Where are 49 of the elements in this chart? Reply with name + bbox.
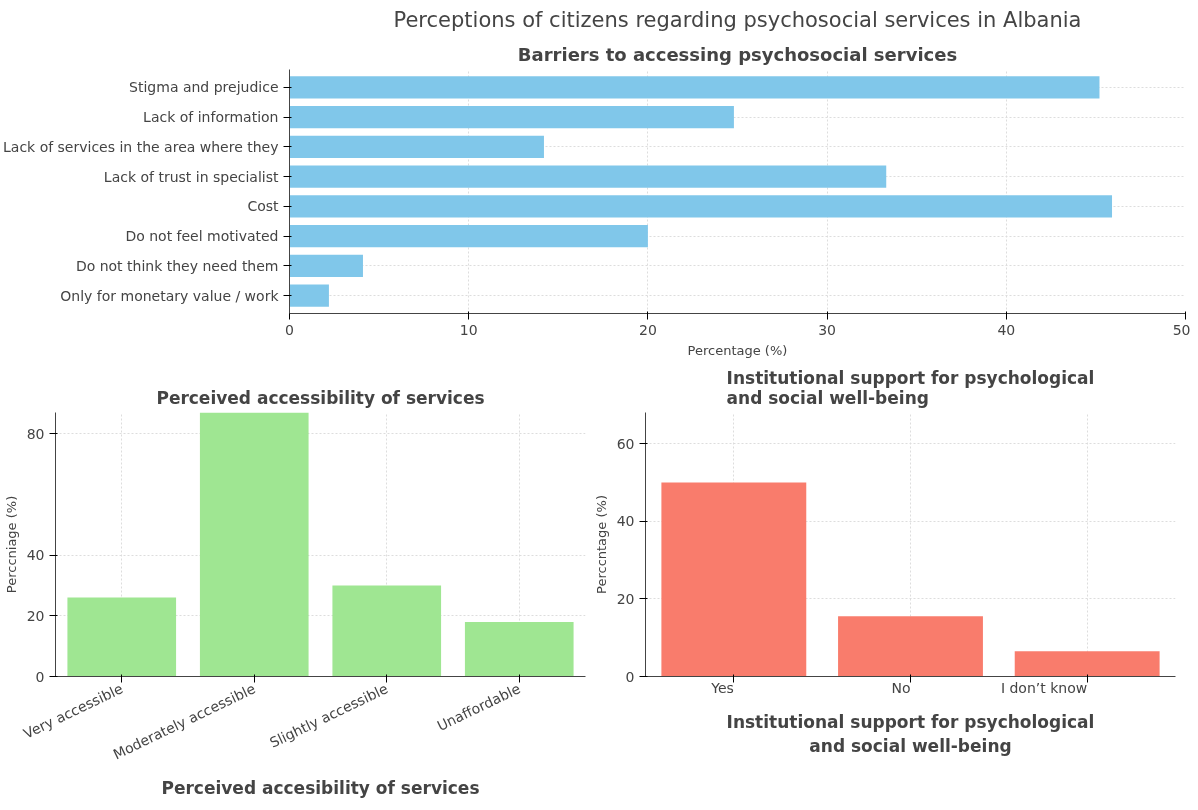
y-axis-title: Perccntage (%) — [593, 495, 609, 594]
y-axis-title: Perccniage (%) — [3, 495, 19, 594]
bar — [289, 105, 734, 129]
y-tick-label: 20 — [616, 590, 635, 607]
bar — [289, 76, 1100, 99]
chart-title: Perceived accessibility of services — [156, 387, 485, 408]
bar — [838, 616, 983, 677]
bar — [289, 135, 544, 159]
y-tick-label: Lack of services in the area where they — [3, 138, 279, 155]
chart-subtitle: Barriers to accessing psychosocial services — [517, 43, 958, 65]
y-tick-label: Lack of trust in specialist — [103, 168, 280, 185]
x-tick-label: 40 — [997, 321, 1016, 338]
chart-title: Perceptions of citizens regarding psychosocial services in Albania — [393, 7, 1082, 32]
bar — [67, 597, 177, 677]
x-tick-label: 20 — [638, 321, 657, 338]
bar — [464, 621, 574, 677]
bar — [289, 254, 363, 278]
bar — [332, 585, 442, 677]
x-tick-label: Yes — [710, 679, 734, 696]
y-tick-label: Lack of information — [143, 109, 279, 126]
x-tick-label: 10 — [459, 321, 478, 338]
y-tick-label: 20 — [26, 607, 45, 624]
y-tick-label: 40 — [616, 513, 635, 530]
x-tick-label: I don’t know — [1000, 679, 1088, 696]
y-tick-label: 80 — [26, 425, 45, 442]
bar — [289, 224, 648, 248]
y-tick-label: 40 — [26, 547, 45, 564]
bar — [199, 412, 309, 677]
x-tick-label: 0 — [285, 321, 294, 338]
x-axis-title: Percentage (%) — [687, 342, 788, 358]
y-tick-label: 0 — [625, 668, 635, 685]
y-tick-label: Only for monetary value / work — [60, 287, 280, 304]
bar — [289, 195, 1113, 218]
y-tick-label: 0 — [35, 668, 45, 685]
bar — [289, 165, 887, 188]
bar — [661, 482, 807, 677]
y-tick-label: Stigma and prejudice — [129, 79, 279, 96]
x-tick-label: No — [891, 679, 911, 696]
y-tick-label: Do not think they need them — [75, 257, 279, 274]
bar — [1014, 651, 1160, 677]
x-axis-title: Institutional support for psychological and social well-being — [726, 711, 1095, 756]
x-axis-title: Perceived accesibility of services — [161, 777, 480, 798]
y-tick-label: Do not feel motivated — [125, 228, 279, 245]
x-tick-label: 30 — [818, 321, 837, 338]
y-tick-label: 60 — [616, 435, 635, 452]
bar — [289, 284, 329, 307]
y-tick-label: Cost — [247, 198, 280, 215]
x-tick-label: 50 — [1172, 321, 1191, 338]
chart-title: Institutional support for psychological and social well-being — [726, 367, 1095, 408]
